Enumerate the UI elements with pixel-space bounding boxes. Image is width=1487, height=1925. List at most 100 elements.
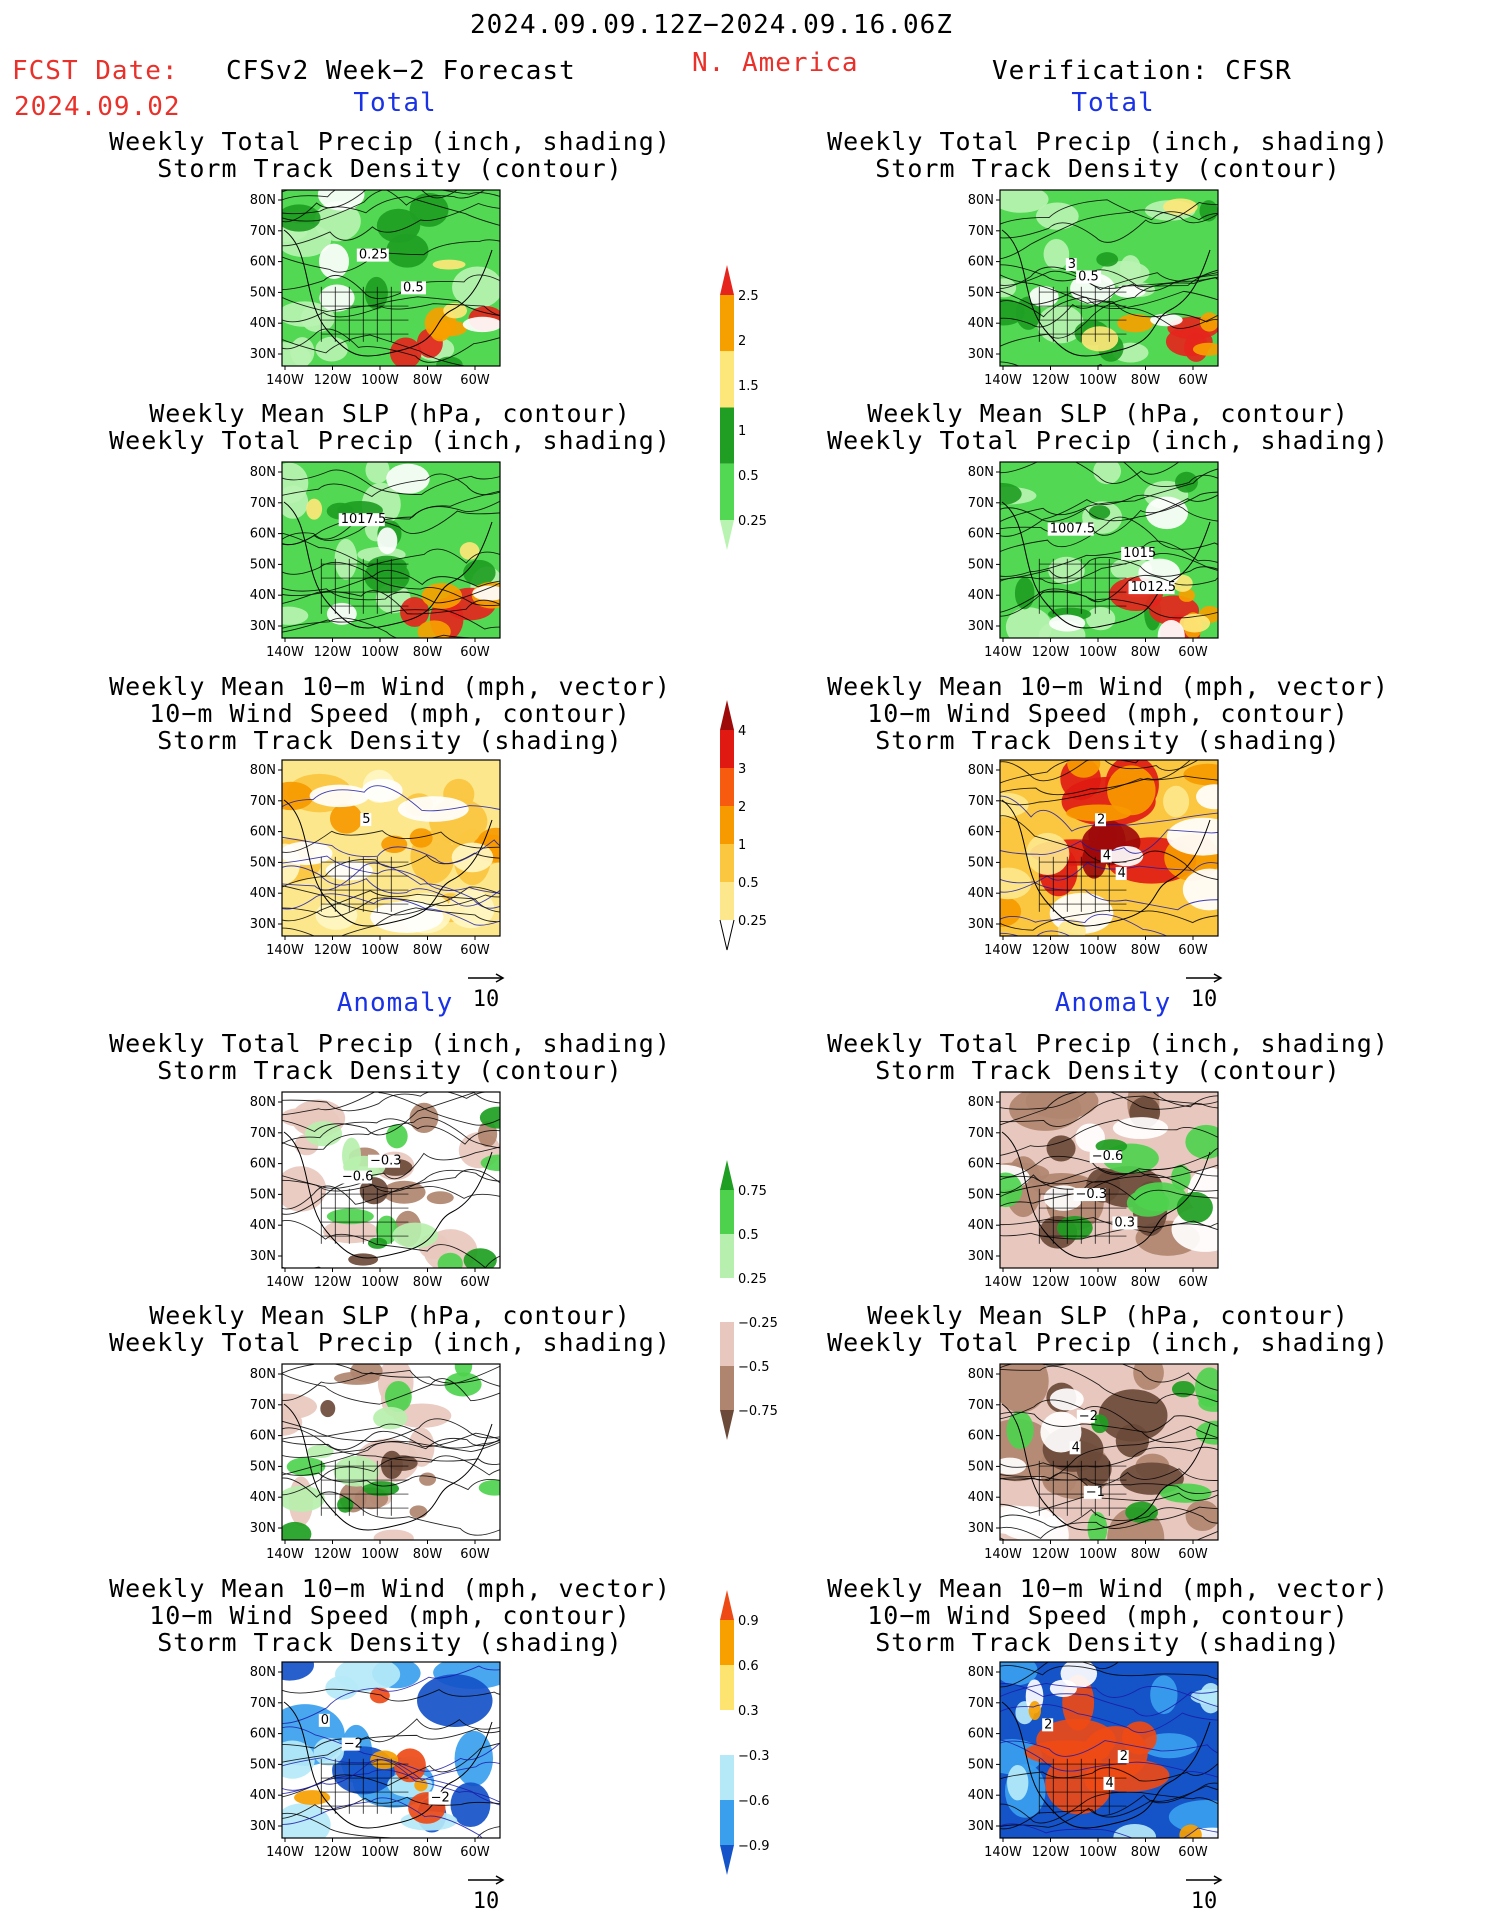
colorbar-label: 1 bbox=[738, 838, 746, 853]
map-fc-wind-anom: 0 −2 −2 80N 70N 60N 50N 40N 30N 140W 120W 100W 80W 60… bbox=[240, 1660, 510, 1868]
colorbar-precip-anom: 0.75 0.5 0.25 −0.25 −0.5 −0.75 bbox=[718, 0, 798, 1460]
colorbar-cap-top bbox=[720, 265, 734, 295]
lon-tick-label: 120W bbox=[314, 1845, 352, 1860]
shading-region bbox=[1113, 1824, 1157, 1838]
colorbar-cap-bottom bbox=[719, 919, 735, 951]
coastline bbox=[283, 799, 493, 927]
title-fc-awind: Weekly Mean 10−m Wind (mph, vector) 10−m… bbox=[90, 1575, 690, 1656]
lon-tick-label: 100W bbox=[1079, 1547, 1117, 1562]
shading-region bbox=[364, 559, 410, 594]
map-ob-slp-anom: −2 4 −1 80N 70N 60N 50N 40N 30N 140W 120W 100W 80W 60… bbox=[958, 1362, 1228, 1570]
contour-line bbox=[1000, 1095, 1218, 1128]
lat-tick-label: 30N bbox=[250, 619, 276, 634]
contour-line bbox=[1000, 574, 1218, 617]
title-line: Weekly Total Precip (inch, shading) bbox=[109, 1328, 671, 1357]
contour-label-bg bbox=[1112, 1216, 1138, 1230]
shading-region bbox=[306, 498, 323, 520]
contour-label-bg bbox=[400, 281, 426, 295]
shading-region bbox=[380, 1450, 403, 1480]
shading-region bbox=[421, 582, 463, 609]
vector-ref-label: 10 bbox=[472, 987, 500, 1012]
lon-tick-label: 140W bbox=[984, 645, 1022, 660]
shading-region bbox=[436, 356, 463, 366]
contour-label: 1017.5 bbox=[341, 512, 387, 527]
lat-tick-label: 40N bbox=[968, 316, 994, 331]
contour-line bbox=[282, 1373, 500, 1405]
vector-ref-label: 10 bbox=[1190, 987, 1218, 1012]
contour-label: 0.5 bbox=[1078, 269, 1099, 284]
lon-tick-label: 140W bbox=[984, 943, 1022, 958]
map-svg: 2 44 80N 70N 60N 50N 40N 30N 140W 120W 100W 80W 60W bbox=[968, 759, 1219, 958]
map-frame bbox=[999, 461, 1219, 639]
lat-tick-label: 70N bbox=[250, 794, 276, 809]
lat-tick-label: 60N bbox=[968, 1157, 994, 1172]
title-ob-awind: Weekly Mean 10−m Wind (mph, vector) 10−m… bbox=[808, 1575, 1408, 1656]
lat-tick-label: 80N bbox=[250, 465, 276, 480]
contour-label-bg bbox=[1115, 867, 1127, 881]
shading-region bbox=[1195, 1420, 1218, 1445]
shading-region bbox=[1199, 200, 1218, 222]
colorbar-label: 0.5 bbox=[738, 469, 759, 484]
contour-line bbox=[282, 1092, 490, 1112]
contour-line bbox=[282, 1220, 500, 1268]
colorbar-label: 1.5 bbox=[738, 379, 759, 394]
lat-tick-label: 80N bbox=[968, 1367, 994, 1382]
shading-region bbox=[450, 1782, 491, 1828]
contour-label-bg bbox=[341, 1737, 360, 1751]
lon-tick-label: 60W bbox=[1178, 373, 1208, 388]
shading-region bbox=[382, 1180, 426, 1204]
lon-tick-label: 140W bbox=[266, 1275, 304, 1290]
contour-line bbox=[282, 469, 500, 495]
contour-label-bg bbox=[356, 248, 389, 262]
lat-tick-label: 80N bbox=[968, 1665, 994, 1680]
title-line: Weekly Mean SLP (hPa, contour) bbox=[149, 1301, 631, 1330]
contour-label: −0.3 bbox=[1076, 1187, 1108, 1202]
contour-line bbox=[282, 203, 500, 247]
colorbar-label: 0.25 bbox=[738, 514, 767, 529]
lon-tick-label: 140W bbox=[984, 1275, 1022, 1290]
contour-line bbox=[282, 617, 483, 638]
contour-label-bg bbox=[1121, 546, 1154, 560]
lon-tick-label: 100W bbox=[361, 1845, 399, 1860]
shading-region bbox=[1163, 785, 1190, 818]
shading-region bbox=[1196, 784, 1218, 810]
colorbar-segment bbox=[720, 768, 734, 806]
map-ob-precip-anom: −0.6 −0.3 0.3 80N 70N 60N 50N 40N 30N 140W 120W 100… bbox=[958, 1090, 1228, 1298]
contour-label-bg bbox=[1076, 1409, 1095, 1423]
lat-tick-label: 80N bbox=[968, 465, 994, 480]
contour-line bbox=[282, 1796, 500, 1819]
shading-region bbox=[375, 1215, 398, 1245]
title-line: Weekly Total Precip (inch, shading) bbox=[827, 426, 1389, 455]
shading-region bbox=[432, 259, 466, 270]
contour-line bbox=[282, 855, 500, 894]
colorbar-label: 2.5 bbox=[738, 289, 759, 304]
lat-tick-label: 40N bbox=[250, 1788, 276, 1803]
title-line: Storm Track Density (contour) bbox=[157, 1056, 623, 1085]
shading-region bbox=[480, 1154, 500, 1172]
lat-tick-label: 30N bbox=[250, 1521, 276, 1536]
shading-region bbox=[1043, 239, 1070, 270]
contour-line bbox=[1000, 491, 1218, 536]
lon-tick-label: 100W bbox=[361, 1275, 399, 1290]
contour-label-bg bbox=[367, 1154, 400, 1168]
map-ob-slp-total: 1007.5 1015 1012.5 80N 70N 60N 50N 40N 30N 140W 12… bbox=[958, 460, 1228, 668]
section-total-right: Total bbox=[1071, 88, 1155, 118]
coastline bbox=[283, 1701, 493, 1829]
colorbar-label: 2 bbox=[738, 334, 746, 349]
lat-tick-label: 80N bbox=[250, 1367, 276, 1382]
shading-region bbox=[282, 1803, 331, 1838]
verification-title: Verification: CFSR bbox=[992, 56, 1292, 86]
contour-label-bg bbox=[1095, 813, 1107, 827]
shading-region bbox=[282, 1166, 327, 1212]
colorbar-label: 0.6 bbox=[738, 1659, 759, 1674]
lat-tick-label: 30N bbox=[250, 347, 276, 362]
lon-tick-label: 80W bbox=[413, 943, 443, 958]
shading-region bbox=[1166, 817, 1218, 856]
contour-label: 2 bbox=[1120, 1749, 1128, 1764]
colorbar-label: 0.5 bbox=[738, 876, 759, 891]
colorbar-label: −0.3 bbox=[738, 1749, 770, 1764]
lon-tick-label: 100W bbox=[1079, 1845, 1117, 1860]
contour-line bbox=[1000, 1683, 1218, 1708]
lon-tick-label: 120W bbox=[314, 1275, 352, 1290]
lat-tick-label: 40N bbox=[968, 588, 994, 603]
